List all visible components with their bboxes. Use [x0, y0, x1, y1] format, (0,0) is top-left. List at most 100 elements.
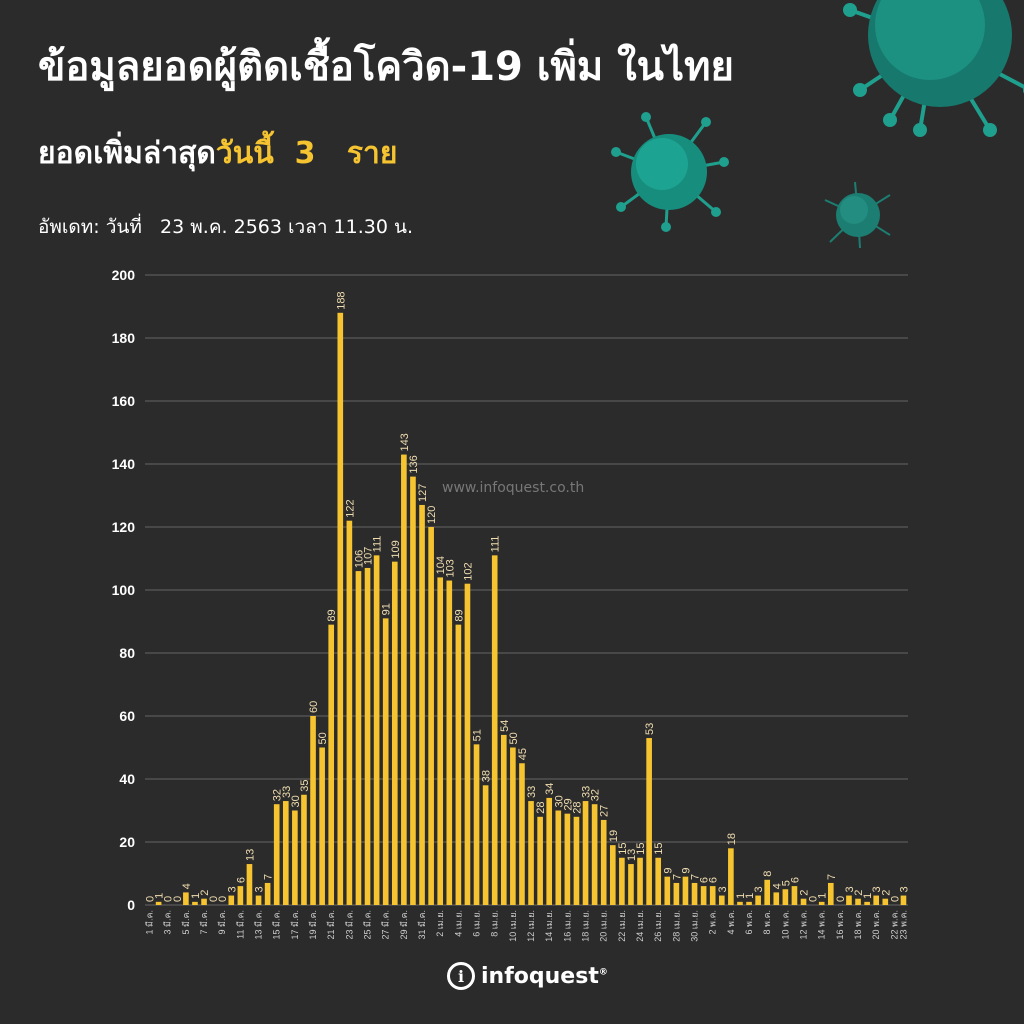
bar	[301, 794, 307, 905]
bar	[310, 716, 316, 905]
data-label: 103	[444, 559, 456, 577]
data-label: 91	[381, 603, 393, 615]
data-label: 33	[581, 786, 593, 798]
data-label: 32	[272, 789, 284, 801]
data-label: 2	[199, 890, 211, 896]
bar	[183, 892, 189, 905]
bar	[273, 804, 280, 905]
data-label: 1	[817, 893, 829, 899]
x-tick-label: 10 พ.ค.	[780, 910, 790, 939]
bar	[546, 797, 553, 905]
data-label: 3	[254, 886, 266, 892]
data-label: 0	[208, 896, 220, 902]
data-label: 27	[599, 805, 611, 817]
bar	[718, 895, 725, 905]
bar	[864, 901, 870, 905]
data-label: 50	[317, 732, 329, 744]
bar	[473, 744, 480, 905]
data-label: 2	[880, 890, 892, 896]
bar	[573, 816, 580, 905]
data-label: 8	[762, 871, 774, 877]
x-tick-label: 9 มี.ค.	[217, 910, 227, 934]
x-tick-label: 6 เม.ย.	[472, 910, 482, 937]
y-tick-label: 140	[112, 456, 136, 472]
logo-mark: i	[447, 962, 475, 990]
x-tick-label: 20 พ.ค.	[871, 910, 881, 939]
data-label: 1	[735, 893, 747, 899]
x-tick-label: 11 มี.ค.	[235, 910, 245, 939]
bar	[800, 898, 807, 905]
x-tick-label: 27 มี.ค.	[381, 910, 391, 939]
data-label: 29	[562, 798, 574, 810]
data-label: 45	[517, 748, 529, 760]
data-label: 35	[299, 780, 311, 792]
update-label: อัพเดท: วันที่	[38, 216, 142, 238]
data-label: 6	[235, 877, 247, 883]
bar	[401, 454, 407, 905]
subtitle-today: วันนี้	[215, 136, 274, 171]
bar	[682, 876, 689, 905]
data-label: 6	[699, 877, 711, 883]
x-tick-label: 14 พ.ค.	[817, 910, 827, 939]
bar	[228, 895, 235, 905]
x-tick-label: 26 เม.ย.	[653, 910, 663, 942]
x-tick-label: 5 มี.ค.	[181, 910, 191, 934]
data-label: 9	[662, 868, 674, 874]
data-label: 107	[363, 547, 375, 565]
x-tick-label: 18 พ.ค.	[853, 910, 863, 939]
bar	[855, 898, 861, 905]
data-label: 54	[499, 720, 511, 732]
x-tick-label: 14 เม.ย.	[544, 910, 554, 942]
data-label: 0	[217, 896, 229, 902]
bar	[155, 901, 162, 905]
update-value: 23 พ.ค. 2563 เวลา 11.30 น.	[160, 216, 413, 238]
bar	[582, 801, 589, 905]
bar	[791, 886, 798, 905]
logo-text: infoquest®	[481, 964, 608, 989]
y-tick-label: 60	[119, 708, 135, 724]
bar	[437, 577, 444, 905]
x-tick-label: 2 พ.ค.	[708, 910, 718, 934]
bar	[882, 898, 889, 905]
data-label: 7	[263, 874, 275, 880]
y-tick-label: 40	[119, 771, 135, 787]
data-label: 3	[226, 886, 238, 892]
data-label: 3	[898, 886, 910, 892]
x-tick-label: 16 พ.ค.	[835, 910, 845, 939]
bar	[528, 801, 534, 905]
y-tick-label: 20	[119, 834, 135, 850]
data-label: 136	[408, 455, 420, 473]
bar	[673, 882, 680, 905]
data-label: 2	[853, 890, 865, 896]
x-tick-label: 6 พ.ค.	[744, 910, 754, 934]
x-tick-label: 12 เม.ย.	[526, 910, 536, 942]
bar	[410, 476, 416, 905]
update-info: อัพเดท: วันที่ 23 พ.ค. 2563 เวลา 11.30 น…	[38, 212, 413, 242]
data-label: 1	[190, 893, 202, 899]
bar	[328, 624, 335, 905]
y-tick-label: 0	[127, 897, 135, 913]
data-label: 5	[780, 880, 792, 886]
bar	[873, 895, 880, 905]
data-label: 53	[644, 723, 656, 735]
data-label: 28	[571, 802, 583, 814]
data-label: 0	[172, 896, 184, 902]
x-tick-label: 23 มี.ค.	[344, 910, 354, 939]
bar	[237, 886, 244, 905]
data-label: 1	[154, 893, 166, 899]
data-label: 0	[835, 896, 847, 902]
x-tick-label: 22 พ.ค.	[889, 910, 899, 939]
bar	[728, 848, 734, 905]
x-tick-label: 15 มี.ค.	[272, 910, 282, 939]
bar	[391, 561, 398, 905]
bar	[319, 747, 325, 905]
y-tick-label: 100	[112, 582, 136, 598]
bar	[746, 901, 752, 905]
data-label: 3	[753, 886, 765, 892]
bar	[628, 864, 634, 905]
bar	[464, 583, 471, 905]
virus-icon	[843, 0, 1024, 137]
bar	[646, 738, 652, 905]
x-tick-label: 1 มี.ค.	[145, 910, 155, 934]
